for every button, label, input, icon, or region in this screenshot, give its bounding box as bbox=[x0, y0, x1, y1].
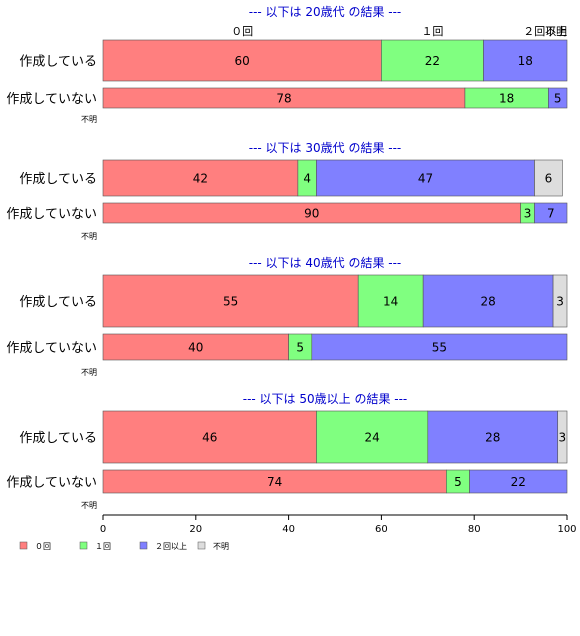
data-label: 28 bbox=[485, 431, 500, 445]
data-label: 55 bbox=[223, 295, 238, 309]
series-header-label: ２回以上 bbox=[523, 25, 567, 38]
data-label: 5 bbox=[554, 92, 562, 106]
x-tick-label: 0 bbox=[100, 524, 106, 535]
category-label: 作成している bbox=[19, 55, 97, 70]
data-label: 42 bbox=[193, 172, 208, 186]
bar-segment bbox=[483, 39, 568, 82]
bar-segment bbox=[381, 39, 484, 82]
data-label: 3 bbox=[559, 431, 567, 445]
group-title: --- 以下は 50歳以上 の結果 --- bbox=[243, 392, 408, 406]
x-tick-label: 80 bbox=[468, 524, 481, 535]
bar-segment bbox=[102, 159, 299, 197]
x-tick-label: 100 bbox=[557, 524, 576, 535]
legend-swatch bbox=[139, 541, 148, 550]
data-label: 60 bbox=[235, 54, 250, 68]
data-label: 28 bbox=[480, 295, 495, 309]
legend-label: １回 bbox=[95, 542, 111, 551]
data-label: 22 bbox=[425, 54, 440, 68]
data-label: 47 bbox=[418, 172, 433, 186]
legend-swatch bbox=[197, 541, 206, 550]
na-label: 不明 bbox=[81, 115, 97, 124]
data-label: 6 bbox=[545, 172, 553, 186]
group-title: --- 以下は 30歳代 の結果 --- bbox=[249, 141, 402, 155]
bar-segment bbox=[534, 159, 563, 197]
legend-swatch bbox=[79, 541, 88, 550]
data-label: 78 bbox=[276, 92, 291, 106]
category-label: 作成している bbox=[19, 295, 97, 310]
x-tick-label: 60 bbox=[375, 524, 388, 535]
x-tick-label: 40 bbox=[282, 524, 295, 535]
data-label: 14 bbox=[383, 295, 398, 309]
bar-segment bbox=[534, 202, 568, 224]
bar-segment bbox=[311, 333, 568, 361]
bar-segment bbox=[316, 159, 535, 197]
legend-swatch bbox=[19, 541, 28, 550]
category-label: 作成していない bbox=[6, 207, 97, 222]
legend-label: ２回以上 bbox=[155, 542, 187, 551]
na-label: 不明 bbox=[81, 368, 97, 377]
data-label: 22 bbox=[511, 475, 526, 489]
category-label: 作成していない bbox=[6, 92, 97, 107]
category-label: 作成している bbox=[19, 431, 97, 446]
data-label: 40 bbox=[188, 341, 203, 355]
data-label: 5 bbox=[454, 475, 462, 489]
category-label: 作成していない bbox=[6, 341, 97, 356]
data-label: 55 bbox=[432, 341, 447, 355]
group-title: --- 以下は 40歳代 の結果 --- bbox=[249, 256, 402, 270]
na-label: 不明 bbox=[81, 232, 97, 241]
x-tick-label: 20 bbox=[189, 524, 202, 535]
bar-segment bbox=[552, 274, 568, 328]
data-label: 46 bbox=[202, 431, 217, 445]
bar-segment bbox=[557, 410, 568, 464]
legend-label: 不明 bbox=[213, 542, 229, 551]
data-label: 4 bbox=[303, 172, 311, 186]
data-label: 24 bbox=[364, 431, 379, 445]
data-label: 3 bbox=[524, 207, 532, 221]
category-label: 作成している bbox=[19, 172, 97, 187]
category-label: 作成していない bbox=[6, 476, 97, 491]
legend-label: ０回 bbox=[35, 542, 51, 551]
data-label: 18 bbox=[518, 54, 533, 68]
data-label: 74 bbox=[267, 475, 282, 489]
bar-segment bbox=[357, 274, 424, 328]
bar-segment bbox=[469, 469, 568, 494]
data-label: 18 bbox=[499, 92, 514, 106]
group-title: --- 以下は 20歳代 の結果 --- bbox=[249, 5, 402, 19]
series-header-label: ０回 bbox=[231, 25, 253, 38]
na-label: 不明 bbox=[81, 501, 97, 510]
data-label: 7 bbox=[547, 207, 555, 221]
bar-segment bbox=[102, 410, 317, 464]
data-label: 3 bbox=[556, 295, 564, 309]
bar-segment bbox=[316, 410, 429, 464]
bar-segment bbox=[422, 274, 554, 328]
bar-segment bbox=[427, 410, 559, 464]
data-label: 5 bbox=[296, 341, 304, 355]
bar-segment bbox=[102, 274, 359, 328]
series-header-label: 不明 bbox=[545, 25, 567, 38]
series-header-label: １回 bbox=[421, 25, 443, 38]
bar-segment bbox=[548, 87, 568, 109]
data-label: 90 bbox=[304, 207, 319, 221]
